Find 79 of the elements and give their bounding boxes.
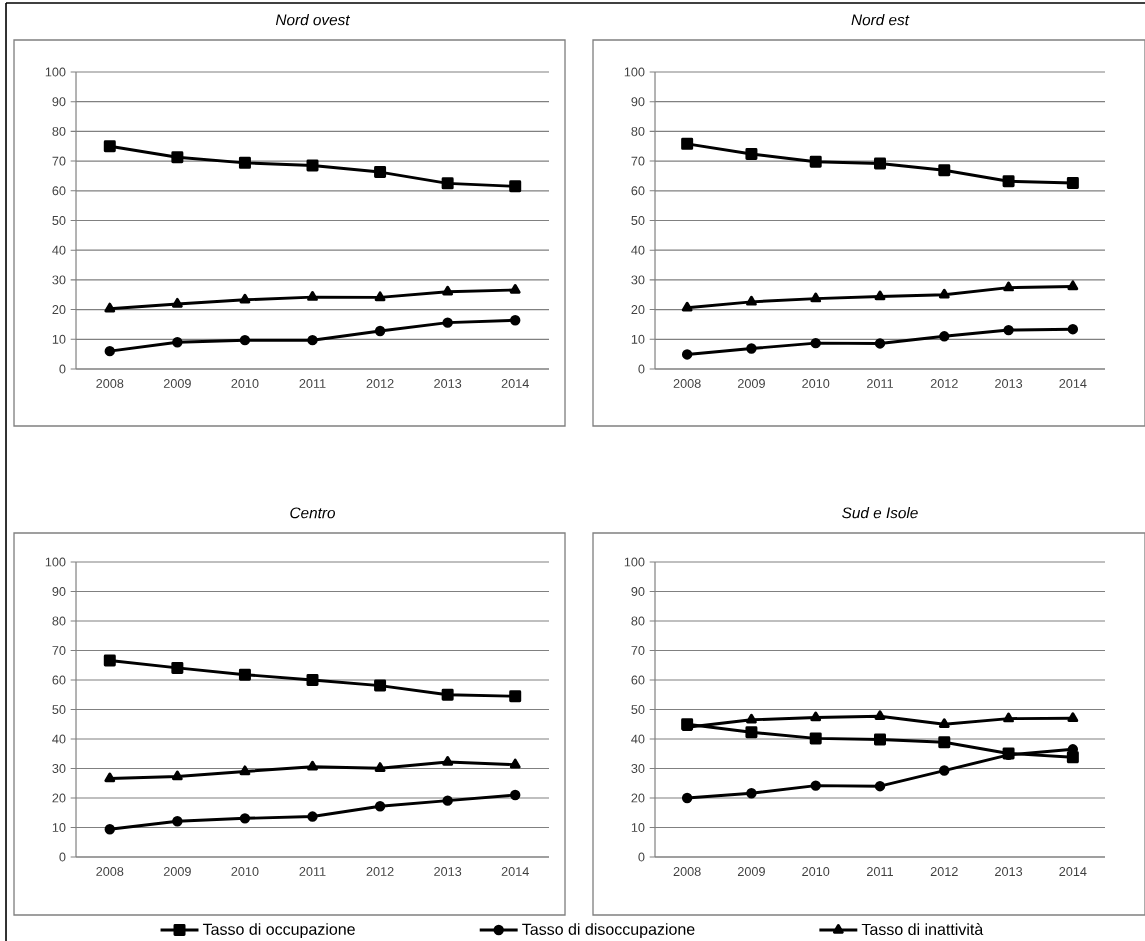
y-tick-label: 10 [52, 334, 66, 344]
chart-title: Centro [290, 507, 336, 519]
y-tick-label: 50 [631, 216, 645, 225]
y-tick-label: 50 [52, 705, 66, 714]
x-tick-label: 2011 [299, 379, 326, 388]
y-tick-label: 40 [631, 734, 645, 744]
y-tick-label: 10 [52, 823, 66, 832]
x-tick-label: 2009 [163, 867, 191, 876]
x-tick-label: 2011 [867, 379, 893, 388]
x-tick-label: 2012 [930, 867, 958, 876]
y-tick-label: 80 [52, 126, 66, 136]
x-tick-label: 2008 [673, 379, 701, 388]
y-tick-label: 30 [52, 764, 66, 773]
y-tick-label: 20 [631, 305, 645, 315]
x-tick-label: 2013 [434, 379, 462, 388]
y-tick-label: 90 [631, 587, 645, 596]
x-tick-label: 2010 [802, 867, 830, 876]
y-tick-label: 40 [52, 734, 66, 744]
y-tick-label: 70 [52, 156, 66, 166]
x-tick-label: 2014 [501, 379, 529, 388]
x-tick-label: 2014 [1059, 867, 1087, 876]
legend-label: Tasso di occupazione [202, 923, 355, 939]
y-tick-label: 90 [631, 97, 645, 107]
y-tick-label: 100 [624, 557, 645, 567]
x-tick-label: 2013 [434, 867, 462, 876]
y-tick-label: 30 [631, 764, 645, 773]
x-tick-label: 2011 [299, 867, 326, 876]
x-tick-label: 2009 [737, 379, 765, 388]
y-tick-label: 60 [631, 186, 645, 196]
y-tick-label: 80 [631, 616, 645, 626]
x-tick-label: 2009 [737, 867, 765, 876]
x-tick-label: 2009 [163, 379, 191, 388]
x-tick-label: 2012 [366, 867, 394, 876]
y-tick-label: 0 [638, 852, 645, 862]
x-tick-label: 2010 [802, 379, 830, 388]
y-tick-label: 30 [631, 275, 645, 285]
y-tick-label: 0 [59, 364, 66, 374]
chart-title: Nord ovest [275, 14, 351, 26]
y-tick-label: 10 [631, 823, 645, 832]
y-tick-label: 60 [52, 675, 66, 685]
y-tick-label: 20 [631, 793, 645, 803]
y-tick-label: 70 [52, 646, 66, 655]
x-tick-label: 2014 [1059, 379, 1087, 388]
y-tick-label: 50 [631, 705, 645, 714]
y-tick-label: 40 [631, 245, 645, 255]
y-tick-label: 80 [52, 616, 66, 626]
y-tick-label: 0 [638, 364, 645, 374]
y-tick-label: 40 [52, 245, 66, 255]
y-tick-label: 100 [624, 67, 645, 77]
x-tick-label: 2008 [96, 867, 124, 876]
y-tick-label: 20 [52, 793, 66, 803]
x-tick-label: 2014 [501, 867, 529, 876]
y-tick-label: 70 [631, 646, 645, 655]
y-tick-label: 70 [631, 156, 645, 166]
chart-title: Sud e Isole [842, 507, 918, 519]
legend-label: Tasso di disoccupazione [522, 923, 695, 939]
x-tick-label: 2013 [995, 867, 1023, 876]
x-tick-label: 2008 [673, 867, 701, 876]
legend-label: Tasso di inattività [861, 923, 984, 936]
y-tick-label: 0 [59, 852, 66, 862]
x-tick-label: 2010 [231, 379, 259, 388]
y-tick-label: 30 [52, 275, 66, 285]
x-tick-label: 2013 [995, 379, 1023, 388]
x-tick-label: 2008 [96, 379, 124, 388]
y-tick-label: 100 [45, 67, 66, 77]
x-tick-label: 2012 [366, 379, 394, 388]
y-tick-label: 90 [52, 587, 66, 596]
y-tick-label: 50 [52, 216, 66, 225]
y-tick-label: 60 [52, 186, 66, 196]
x-tick-label: 2011 [867, 867, 893, 876]
y-tick-label: 90 [52, 97, 66, 107]
y-tick-label: 80 [631, 126, 645, 136]
y-tick-label: 60 [631, 675, 645, 685]
x-tick-label: 2012 [930, 379, 958, 388]
x-tick-label: 2010 [231, 867, 259, 876]
chart-title: Nord est [851, 14, 910, 26]
y-tick-label: 10 [631, 334, 645, 344]
y-tick-label: 100 [45, 557, 66, 567]
y-tick-label: 20 [52, 305, 66, 315]
